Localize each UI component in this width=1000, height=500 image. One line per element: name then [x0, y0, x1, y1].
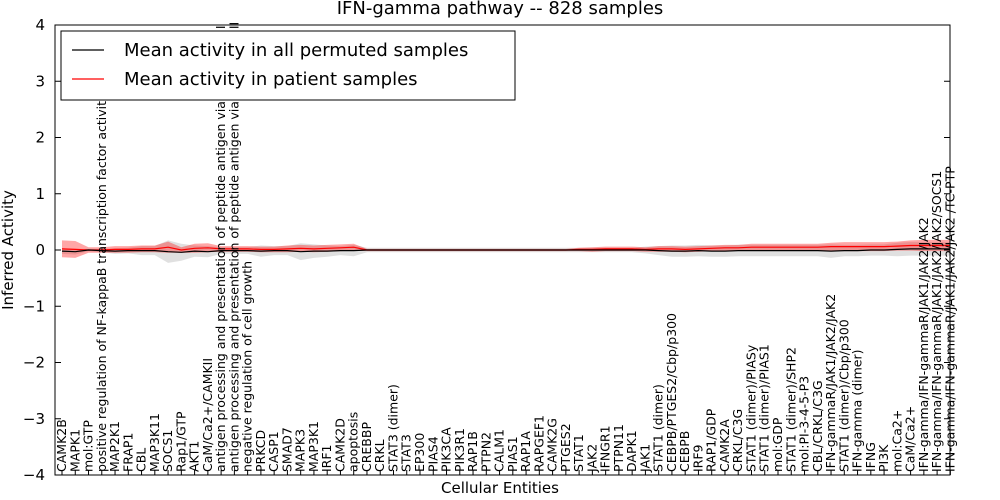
- x-category-label: PRKCD: [253, 430, 268, 472]
- x-category-label: JAK2: [584, 444, 599, 473]
- x-category-label: MAP2K1: [107, 421, 122, 472]
- x-category-label: mol:Ca2+: [889, 410, 904, 472]
- x-category-label: IFN-gamma/IFN-gammaR/JAK1/JAK2/JAK2: [916, 217, 931, 472]
- x-category-label: CaM/Ca2+: [903, 406, 918, 472]
- x-category-label: SMAD7: [279, 427, 294, 472]
- x-category-label: MAPK1: [67, 429, 82, 472]
- y-tick-label: 2: [35, 129, 45, 147]
- x-category-label: CBL/CRKL/C3G: [810, 380, 825, 472]
- x-category-label: STAT1 (dimer)/PIAS1: [757, 344, 772, 472]
- x-category-label: mol:GTP: [81, 420, 96, 472]
- x-category-label: JAK1: [637, 444, 652, 473]
- x-category-label: PIAS1: [505, 436, 520, 472]
- x-axis-label: Cellular Entities: [441, 479, 559, 497]
- x-category-label: CBL: [134, 448, 149, 472]
- x-category-label: IFN-gamma (dimer): [850, 350, 865, 473]
- x-category-label: IFNGR1: [598, 425, 613, 472]
- y-axis: −4 −3 −2 −1 0 1 2 3 4: [23, 16, 950, 484]
- y-tick-label: −2: [23, 354, 45, 372]
- x-category-label: STAT1 (dimer): [651, 384, 666, 472]
- confidence-bands: [62, 239, 951, 263]
- x-category-label: CRKL/C3G: [730, 409, 745, 472]
- x-category-label: IRF1: [319, 444, 334, 472]
- x-category-label: apoptosis: [346, 412, 361, 472]
- legend-frame: [60, 30, 516, 101]
- x-category-label: EP300: [412, 433, 427, 472]
- y-tick-label: −4: [23, 466, 45, 484]
- x-category-label: CASP1: [266, 431, 281, 472]
- x-category-label: IFN-gammaR/JAK1/JAK2/JAK2: [823, 294, 838, 472]
- x-category-label: IFN-gamma/IFN-gammaR/JAK1/JAK2/JAK2/SOCS…: [929, 171, 944, 472]
- x-category-label: MAPK3: [293, 429, 308, 472]
- x-category-label: CALM1: [492, 429, 507, 472]
- x-category-label: PTPN2: [478, 432, 493, 472]
- x-category-label: RAPGEF1: [531, 415, 546, 472]
- x-category-label: STAT1 (dimer)/SHP2: [783, 347, 798, 472]
- x-category-label: CAMK2D: [332, 418, 347, 472]
- x-category-label: MAP3K11: [147, 413, 162, 472]
- x-category-label: PI3K: [876, 444, 891, 472]
- y-tick-label: 0: [35, 241, 45, 259]
- y-tick-label: −1: [23, 297, 45, 315]
- x-category-label: CAMK2G: [545, 418, 560, 472]
- x-category-label: STAT3: [399, 434, 414, 472]
- band-series-0: [62, 240, 951, 263]
- x-category-label: IFNG: [863, 442, 878, 472]
- legend-label-patient: Mean activity in patient samples: [124, 69, 418, 90]
- x-category-label: STAT3 (dimer): [386, 384, 401, 472]
- x-category-label: CEBPB: [677, 431, 692, 472]
- x-category-label: mol:PI-3-4-5-P3: [797, 376, 812, 472]
- x-category-label: FRAP1: [120, 433, 135, 472]
- band-series-1: [62, 239, 951, 258]
- chart-title: IFN-gamma pathway -- 828 samples: [337, 0, 664, 19]
- x-category-label: DAPK1: [624, 430, 639, 472]
- x-category-label: RAP1A: [518, 431, 533, 472]
- x-category-label: positive regulation of NF-kappaB transcr…: [94, 93, 109, 472]
- x-category-label: CAMK2B: [54, 419, 69, 472]
- y-tick-label: 4: [35, 16, 45, 34]
- y-axis-label: Inferred Activity: [0, 190, 17, 310]
- x-category-label: CAMK2A: [717, 419, 732, 472]
- x-category-label: IRF9: [690, 444, 705, 472]
- x-category-label: RAP1/GDP: [704, 408, 719, 472]
- x-category-label: mol:GDP: [770, 417, 785, 472]
- x-category-label: MAP3K1: [306, 421, 321, 472]
- x-category-label: CaM/Ca2+/CAMKII: [200, 358, 215, 472]
- x-category-label: STAT1 (dimer)/Cbp/p300: [836, 319, 851, 472]
- x-category-label: PTPN11: [611, 424, 626, 472]
- x-category-label: STAT1 (dimer)/PIASy: [744, 344, 759, 472]
- x-category-label: RAP1B: [465, 431, 480, 472]
- x-category-label: PIK3CA: [439, 427, 454, 472]
- x-category-label: STAT1: [571, 434, 586, 472]
- x-category-label: Rap1/GTP: [173, 411, 188, 472]
- x-category-label: PTGES2: [558, 423, 573, 472]
- x-category-label: antigen processing and presentation of p…: [213, 25, 228, 472]
- y-tick-label: 3: [35, 72, 45, 90]
- x-category-label: CRKL: [372, 439, 387, 472]
- y-tick-label: −3: [23, 410, 45, 428]
- line-series-0: [61, 248, 951, 253]
- series-lines: [61, 244, 951, 253]
- x-category-label: IFN-gamma/IFN-gammaR/JAK1/JAK2/JAK2 /TC-…: [942, 166, 957, 472]
- x-category-label: PIAS4: [425, 436, 440, 472]
- x-category-label: SOCS1: [160, 430, 175, 472]
- x-category-label: CEBPB/PTGES2/Cbp/p300: [664, 313, 679, 472]
- x-category-label: AKT1: [187, 441, 202, 472]
- x-category-label: CREBBP: [359, 422, 374, 472]
- x-category-label: antigen processing and presentation of p…: [226, 22, 241, 472]
- legend-label-permuted: Mean activity in all permuted samples: [124, 40, 468, 61]
- x-category-label: PIK3R1: [452, 428, 467, 472]
- legend: Mean activity in all permuted samples Me…: [60, 30, 516, 101]
- x-category-label: negative regulation of cell growth: [240, 261, 255, 472]
- y-tick-label: 1: [35, 185, 45, 203]
